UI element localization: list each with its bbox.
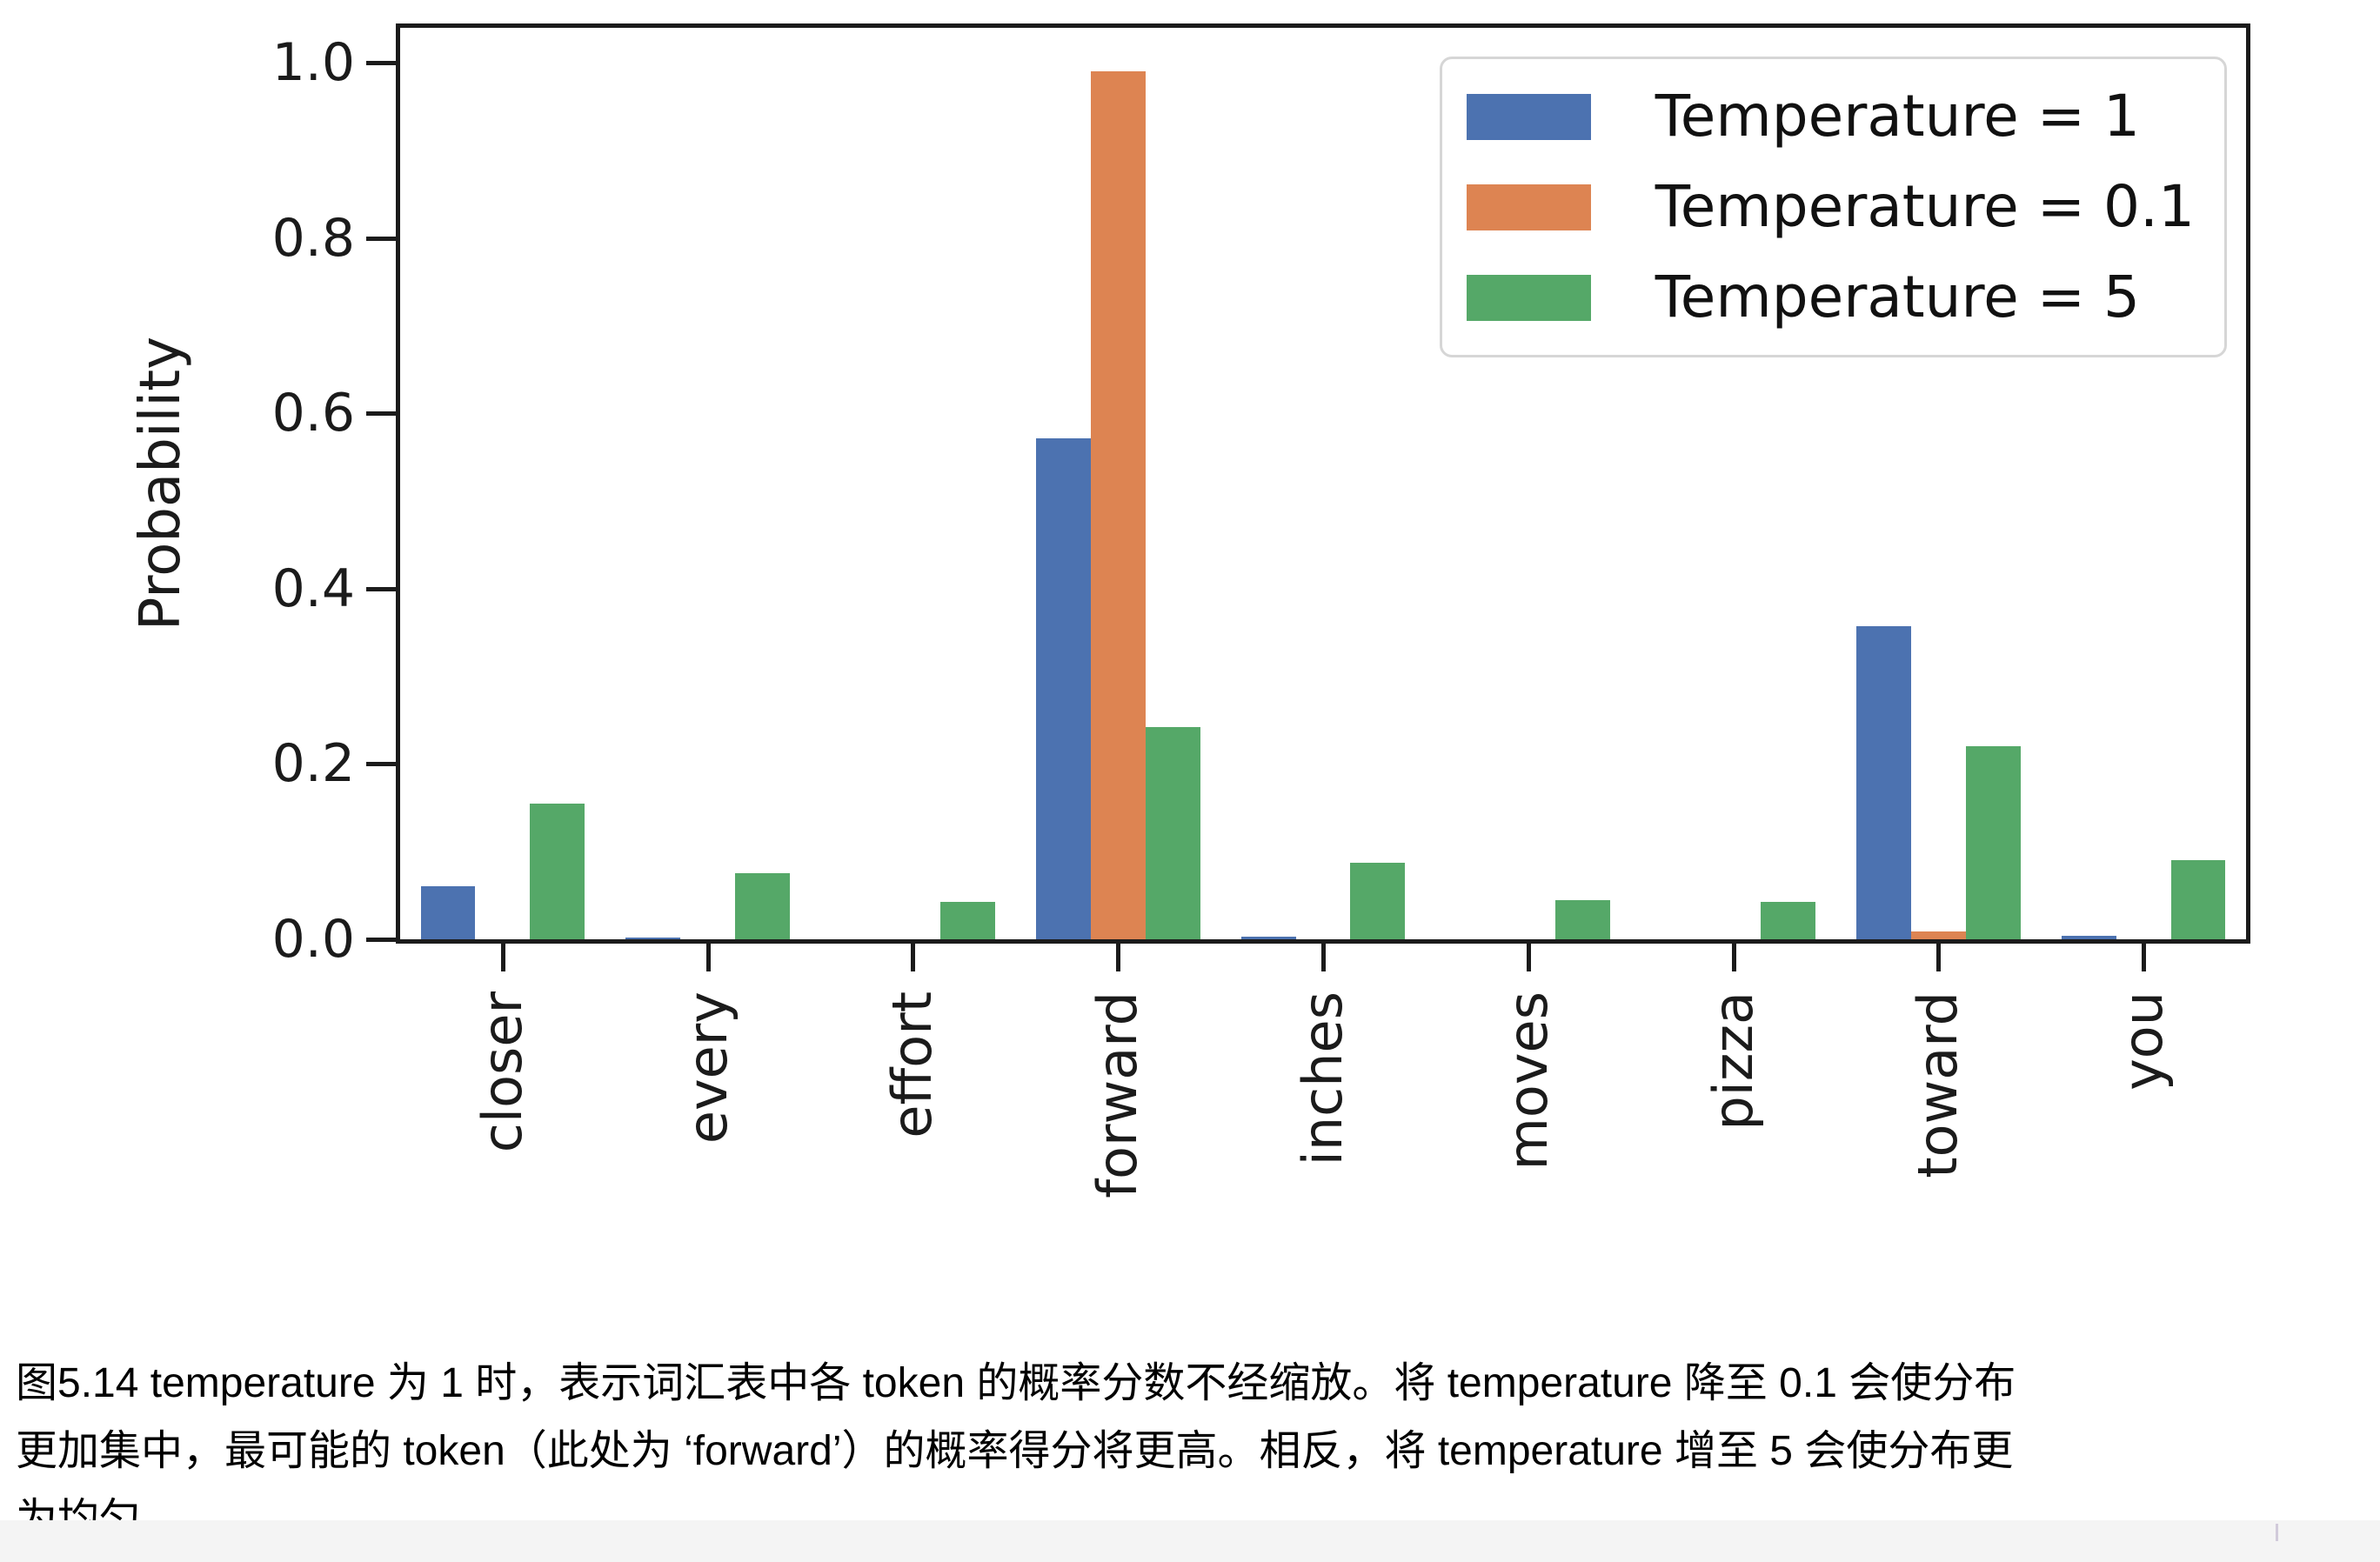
- x-tick-label-inches: inches: [1291, 991, 1354, 1166]
- bar-effort-series3: [939, 902, 995, 939]
- bar-chart-figure: Probability Temperature = 1 Temperature =…: [129, 23, 2250, 1198]
- bottom-strip: [0, 1520, 2380, 1562]
- legend-swatch: [1466, 274, 1591, 321]
- x-tick-label-closer: closer: [470, 991, 534, 1153]
- bar-toward-series3: [1965, 746, 2021, 939]
- x-tick: [500, 944, 505, 971]
- y-tick: [366, 236, 396, 241]
- x-tick-label-pizza: pizza: [1701, 991, 1765, 1131]
- bar-inches-series1: [1240, 937, 1296, 939]
- x-tick: [2142, 944, 2147, 971]
- x-tick: [911, 944, 916, 971]
- x-tick: [1731, 944, 1736, 971]
- bar-every-series3: [735, 873, 790, 939]
- y-tick-label: 0.2: [271, 733, 355, 795]
- bar-closer-series3: [530, 804, 585, 939]
- x-tick-label-every: every: [675, 991, 739, 1145]
- y-tick: [366, 938, 396, 942]
- y-tick-label: 0.8: [271, 207, 355, 269]
- legend-label: Temperature = 5: [1655, 264, 2141, 330]
- x-tick: [1321, 944, 1326, 971]
- cursor-artifact: [2276, 1524, 2278, 1541]
- x-tick: [1116, 944, 1121, 971]
- y-tick-label: 1.0: [271, 32, 355, 94]
- bar-forward-series2: [1090, 71, 1146, 939]
- bar-toward-series2: [1910, 931, 1966, 939]
- caption-line-2: 更加集中，最可能的 token（此处为 ‘forward’）的概率得分将更高。相…: [16, 1428, 2014, 1474]
- bar-you-series3: [2170, 860, 2226, 939]
- y-axis-title: Probability: [129, 336, 193, 631]
- bar-forward-series1: [1035, 438, 1091, 939]
- y-tick-label: 0.4: [271, 557, 355, 619]
- y-tick-label: 0.0: [271, 909, 355, 970]
- legend: Temperature = 1 Temperature = 0.1 Temperat…: [1439, 57, 2227, 357]
- y-tick: [366, 586, 396, 591]
- x-tick-label-forward: forward: [1086, 991, 1150, 1198]
- x-tick-label-you: you: [2111, 991, 2176, 1091]
- y-tick: [366, 411, 396, 417]
- bar-inches-series3: [1350, 863, 1406, 939]
- bar-pizza-series3: [1760, 902, 1815, 939]
- legend-label: Temperature = 1: [1655, 83, 2141, 150]
- bar-closer-series1: [420, 886, 476, 939]
- legend-swatch: [1466, 184, 1591, 230]
- x-tick: [1936, 944, 1942, 971]
- figure-caption: 图5.14 temperature 为 1 时，表示词汇表中各 token 的概…: [16, 1350, 2370, 1553]
- caption-line-1: 图5.14 temperature 为 1 时，表示词汇表中各 token 的概…: [16, 1360, 2016, 1406]
- bar-you-series1: [2061, 936, 2116, 939]
- legend-entry: Temperature = 0.1: [1466, 172, 2195, 242]
- y-tick-label: 0.6: [271, 383, 355, 444]
- legend-swatch: [1466, 93, 1591, 140]
- bar-forward-series3: [1145, 727, 1200, 939]
- legend-label: Temperature = 0.1: [1655, 173, 2195, 240]
- x-tick: [705, 944, 711, 971]
- x-tick-label-toward: toward: [1906, 991, 1970, 1178]
- legend-entry: Temperature = 1: [1466, 82, 2195, 151]
- bar-toward-series1: [1856, 626, 1911, 939]
- plot-area: Temperature = 1 Temperature = 0.1 Temperat…: [396, 23, 2250, 944]
- x-tick-label-effort: effort: [880, 991, 945, 1138]
- legend-entry: Temperature = 5: [1466, 263, 2195, 332]
- y-tick: [366, 762, 396, 767]
- x-tick-label-moves: moves: [1495, 991, 1560, 1171]
- x-tick: [1526, 944, 1531, 971]
- bar-every-series1: [625, 938, 681, 939]
- bar-moves-series3: [1555, 900, 1611, 939]
- y-tick: [366, 61, 396, 66]
